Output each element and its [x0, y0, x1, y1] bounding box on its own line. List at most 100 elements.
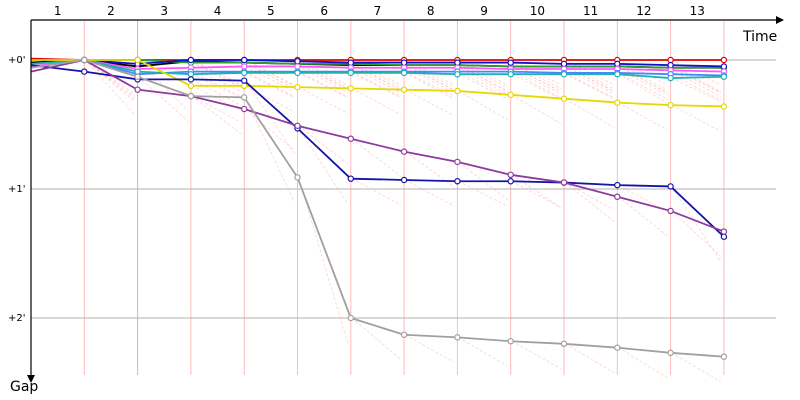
- pit-line: [191, 78, 242, 106]
- x-tick-label: 10: [530, 4, 545, 18]
- pit-line: [138, 76, 189, 122]
- pit-line: [191, 95, 242, 135]
- series-point: [347, 85, 354, 92]
- series-line-5: [30, 59, 724, 73]
- series-point: [614, 193, 621, 200]
- series-point: [560, 179, 568, 186]
- series-point: [400, 331, 408, 338]
- series-point: [667, 207, 674, 215]
- pit-line: [511, 174, 562, 208]
- series-layer: [30, 56, 728, 360]
- series-point: [294, 174, 301, 181]
- pit-line: [351, 71, 402, 97]
- series-point: [294, 69, 301, 77]
- series-point: [667, 101, 674, 109]
- y-axis-title: Gap: [10, 379, 38, 395]
- pit-line: [458, 337, 508, 367]
- pit-line: [671, 186, 722, 262]
- y-tick-label: +0': [8, 55, 26, 66]
- series-point: [294, 58, 301, 65]
- pit-line: [245, 71, 295, 97]
- series-point: [560, 60, 568, 68]
- pit-line: [618, 196, 668, 237]
- pit-line: [671, 210, 722, 257]
- pit-line: [618, 63, 668, 91]
- pit-line: [618, 66, 668, 94]
- axis-layer: Time Gap 1 2 3 4 5 6 7 8 9 10 11 12 13+0'+1'+2': [8, 4, 784, 395]
- pit-line: [351, 178, 402, 206]
- series-point: [454, 334, 461, 341]
- pit-line: [564, 68, 615, 95]
- pit-line: [458, 64, 508, 92]
- x-tick-label: 7: [374, 4, 382, 18]
- pit-line: [404, 179, 455, 207]
- pit-line: [458, 90, 508, 121]
- series-line-10: [30, 59, 725, 233]
- pit-line: [351, 72, 402, 99]
- series-point: [720, 56, 728, 64]
- series-point: [81, 56, 88, 64]
- series-point: [81, 68, 88, 75]
- series-point: [294, 83, 301, 91]
- pit-line: [458, 71, 508, 97]
- series-point: [720, 73, 728, 80]
- pit-line: [404, 334, 455, 363]
- x-axis-title: Time: [742, 29, 777, 45]
- pit-line: [298, 63, 348, 90]
- x-tick-label: 9: [480, 4, 488, 18]
- pit-line: [618, 68, 668, 96]
- pit-line: [351, 62, 402, 88]
- series-line-11: [30, 59, 724, 358]
- series-point: [240, 94, 248, 101]
- pit-line: [671, 59, 722, 86]
- series-point: [667, 61, 674, 69]
- pit-line: [671, 352, 722, 383]
- pit-line: [511, 68, 562, 95]
- pit-line: [511, 340, 562, 370]
- y-tick-label: +1': [8, 184, 26, 195]
- pit-line: [298, 63, 348, 91]
- pit-line: [618, 102, 668, 131]
- pit-line: [244, 97, 295, 203]
- series-point: [187, 70, 195, 78]
- series-point: [134, 56, 141, 64]
- series-point: [240, 105, 248, 113]
- pit-line: [511, 62, 562, 90]
- pit-line: [618, 72, 668, 100]
- pit-line: [298, 86, 348, 114]
- pit-line: [671, 104, 722, 132]
- series-point: [400, 59, 408, 66]
- pit-line: [245, 62, 295, 90]
- pit-line: [85, 59, 135, 103]
- series-point: [400, 69, 408, 77]
- pit-line: [564, 182, 615, 223]
- series-point: [720, 228, 728, 235]
- series-point: [347, 314, 354, 322]
- pit-line: [511, 66, 562, 92]
- series-point: [507, 338, 514, 345]
- series-line-4: [31, 59, 724, 68]
- pit-line: [404, 72, 455, 100]
- series-point: [720, 353, 728, 360]
- y-tick-label: +2': [8, 313, 26, 324]
- series-point: [560, 70, 568, 78]
- pit-line: [671, 67, 722, 94]
- pit-line: [191, 71, 242, 97]
- series-point: [507, 59, 514, 66]
- series-point: [240, 69, 248, 77]
- series-point: [454, 178, 461, 185]
- x-tick-label: 6: [320, 4, 328, 18]
- series-point: [454, 158, 461, 166]
- series-point: [720, 63, 728, 70]
- pit-line: [564, 72, 615, 99]
- series-point: [400, 176, 408, 184]
- pit-line: [458, 73, 508, 100]
- series-point: [347, 175, 354, 182]
- pit-line: [351, 138, 402, 177]
- series-line-7: [30, 59, 724, 79]
- pit-line: [564, 343, 615, 374]
- series-point: [667, 56, 674, 64]
- pit-line: [404, 62, 455, 88]
- series-line-8: [31, 59, 724, 108]
